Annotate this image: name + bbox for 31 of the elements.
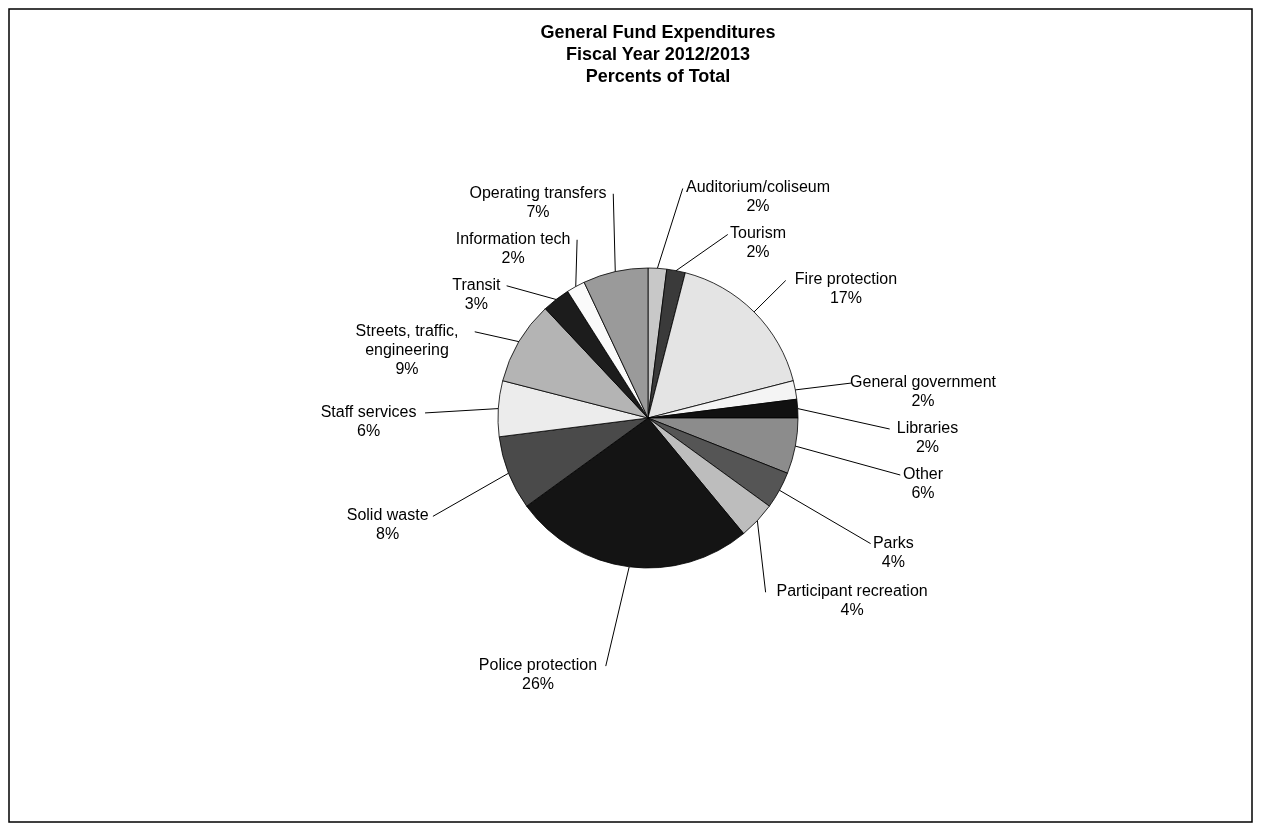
data-label: 7% [526,202,550,220]
slice-label: Streets, traffic, engineering [355,321,459,358]
slice-label: Tourism [729,224,787,242]
data-label: 3% [464,294,488,312]
data-label: 4% [881,552,905,570]
slice-label: Other [903,465,944,483]
data-label: 2% [501,248,525,266]
slice-label: Fire protection [794,270,898,288]
data-label: 26% [521,675,555,693]
slice-label: Transit [452,275,502,293]
data-label: 2% [915,438,940,456]
slice-label: Staff services [320,402,417,420]
slice-label: General government [850,373,997,391]
slice-label: Participant recreation [776,582,928,600]
data-label: 6% [911,484,935,502]
chart-title: General Fund Expenditures Fiscal Year 2012/2013 Percents of Total [540,22,776,86]
data-label: 17% [829,289,863,307]
slice-label: Libraries [896,419,959,437]
data-label: 2% [911,392,935,410]
slice-label: Information tech [455,229,571,247]
data-label: 8% [376,525,400,543]
slice-label: Police protection [478,656,598,674]
data-label: 9% [395,359,419,377]
slice-label: Auditorium/coliseum [685,178,831,196]
slice-label: Solid waste [346,506,429,524]
slice-label: Parks [872,533,914,551]
data-label: 4% [840,601,864,619]
slice-label: Operating transfers [469,183,607,201]
data-label: 2% [746,197,770,215]
data-label: 2% [746,243,770,261]
data-label: 6% [356,421,381,439]
